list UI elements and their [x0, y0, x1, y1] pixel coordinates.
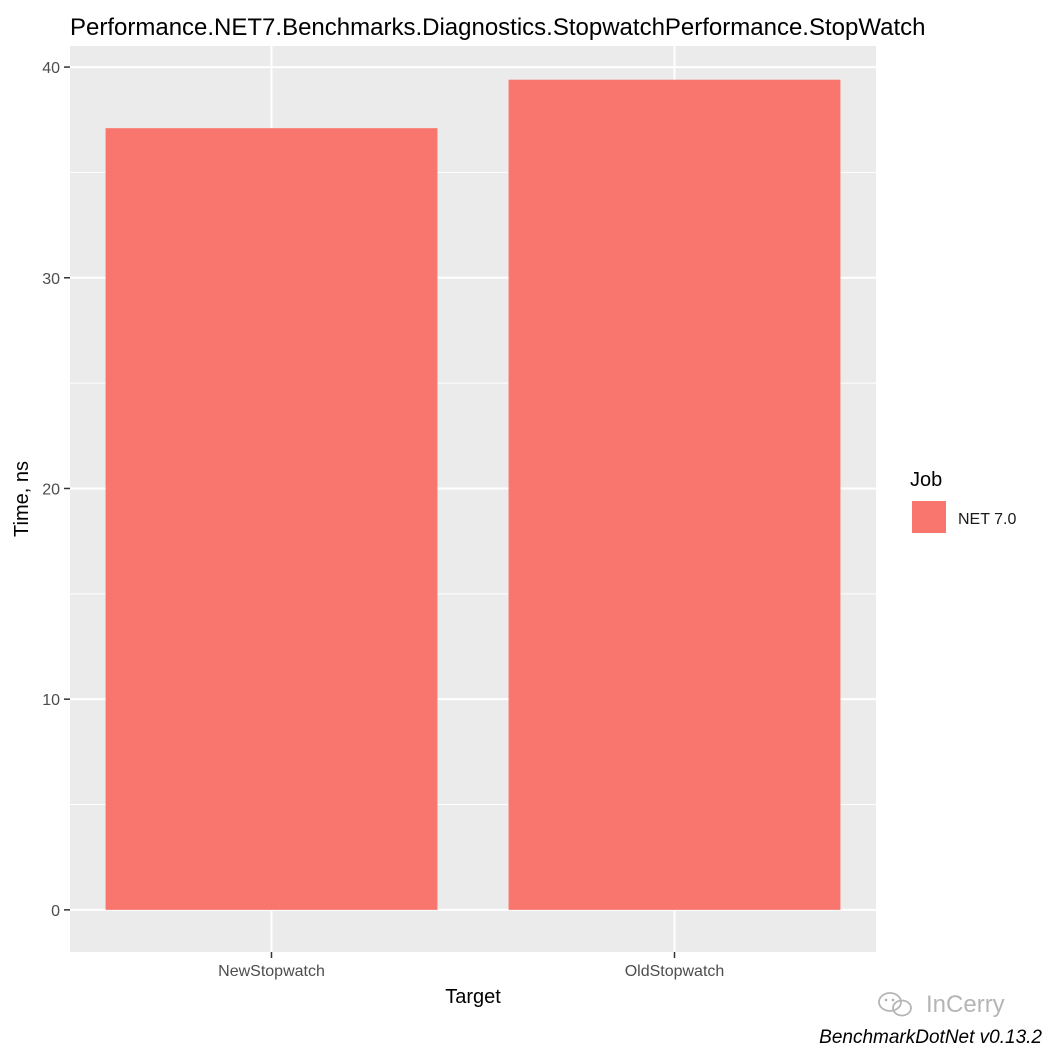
bar-oldstopwatch — [508, 79, 841, 910]
bar-newstopwatch — [105, 128, 438, 910]
y-axis: 0 10 20 30 40 — [42, 60, 70, 920]
y-tick-label: 20 — [42, 481, 60, 498]
y-tick-label: 0 — [51, 903, 60, 920]
watermark: InCerry — [878, 991, 1005, 1018]
watermark-text: InCerry — [926, 991, 1005, 1018]
legend-title: Job — [910, 469, 942, 491]
y-tick-label: 30 — [42, 271, 60, 288]
legend-label-net70: NET 7.0 — [958, 511, 1017, 528]
legend: Job NET 7.0 — [910, 469, 1017, 533]
x-tick-label: OldStopwatch — [625, 963, 725, 980]
caption: BenchmarkDotNet v0.13.2 — [819, 1027, 1042, 1048]
legend-key-net70 — [912, 501, 946, 533]
x-axis-label: Target — [445, 986, 501, 1008]
chart-title: Performance.NET7.Benchmarks.Diagnostics.… — [70, 14, 925, 41]
bars — [105, 79, 841, 910]
y-axis-label: Time, ns — [11, 461, 33, 537]
y-tick-label: 40 — [42, 60, 60, 77]
x-tick-label: NewStopwatch — [218, 963, 325, 980]
x-axis: NewStopwatch OldStopwatch — [218, 952, 724, 980]
y-tick-label: 10 — [42, 692, 60, 709]
wechat-icon — [878, 992, 912, 1017]
